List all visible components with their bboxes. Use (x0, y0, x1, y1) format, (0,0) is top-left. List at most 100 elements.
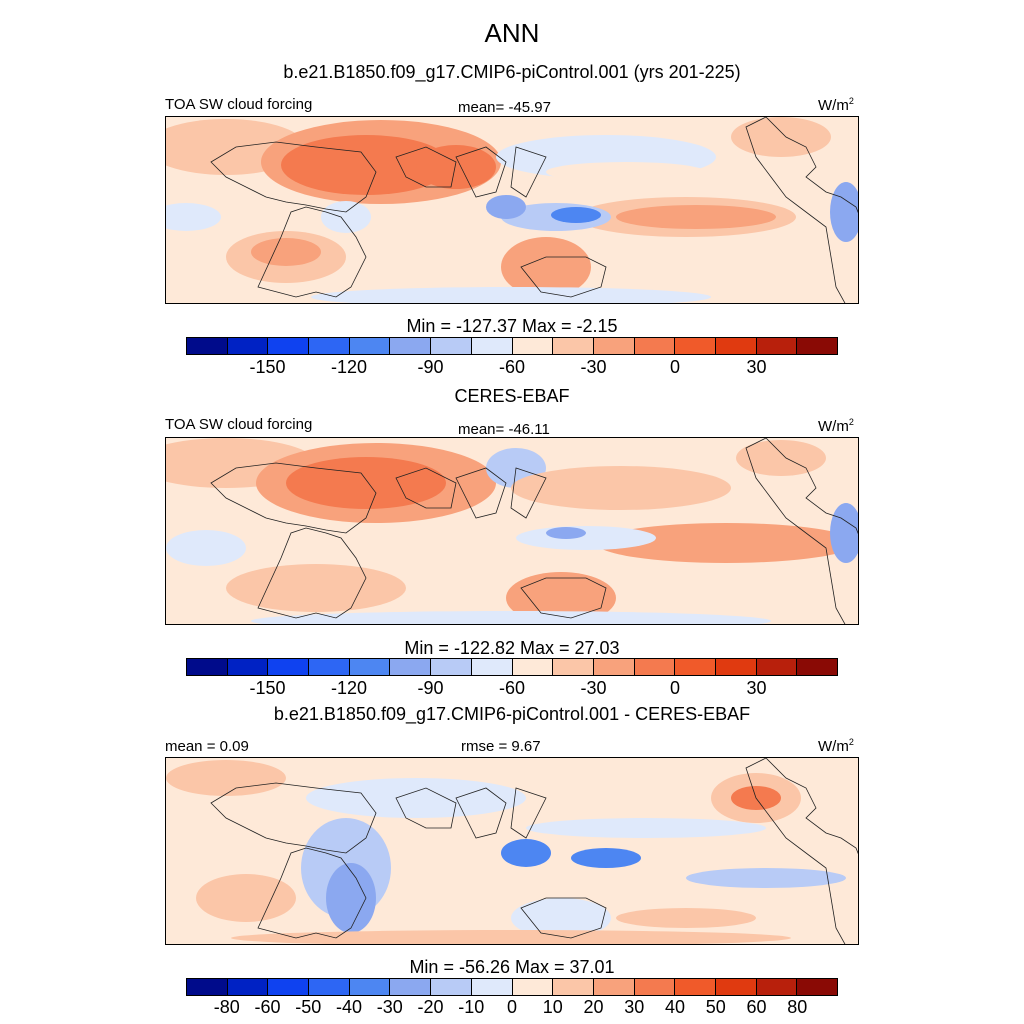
contour-region (616, 908, 756, 928)
colorbar-swatch (471, 659, 513, 675)
colorbar-swatch (675, 979, 716, 995)
panel1-colorbar (186, 337, 838, 355)
colorbar-swatch (309, 659, 350, 675)
contour-region (830, 182, 858, 242)
coastline (210, 141, 377, 213)
coastline (520, 256, 607, 298)
colorbar-tick-label: 30 (746, 678, 767, 698)
colorbar-swatch (715, 338, 757, 354)
panel1-map (165, 116, 859, 304)
contour-region (166, 760, 286, 796)
panel1-subtitle: b.e21.B1850.f09_g17.CMIP6-piControl.001 … (283, 62, 741, 82)
colorbar-swatch (309, 338, 350, 354)
map-canvas (166, 117, 858, 303)
colorbar-swatch (715, 659, 757, 675)
coastline (520, 577, 607, 619)
colorbar-tick-label: -40 (335, 997, 363, 1017)
colorbar-tick-label: -30 (580, 678, 607, 698)
contour-region (686, 868, 846, 888)
coastline (455, 467, 507, 519)
colorbar-tick-label: -60 (254, 997, 281, 1017)
colorbar-swatch (431, 338, 472, 354)
panel3-subtitle: b.e21.B1850.f09_g17.CMIP6-piControl.001 … (273, 704, 751, 724)
contour-region (321, 201, 371, 233)
colorbar-tick-label: 30 (746, 357, 767, 377)
map-canvas (166, 758, 858, 944)
colorbar-swatch (471, 979, 513, 995)
contour-region (196, 874, 296, 922)
coastline (210, 782, 377, 854)
panel3-mean-label: mean = 0.09 (165, 738, 249, 755)
colorbar-swatch (797, 659, 837, 675)
colorbar-swatch (634, 338, 676, 354)
colorbar-tick-label: 60 (746, 997, 767, 1017)
contour-region (231, 930, 791, 944)
coastline (510, 146, 547, 198)
colorbar-swatch (797, 338, 837, 354)
contour-region (546, 527, 586, 539)
colorbar-tick-label: -10 (458, 997, 485, 1017)
colorbar-swatch (390, 979, 432, 995)
contour-region (830, 503, 858, 563)
colorbar-swatch (309, 979, 350, 995)
coastline (257, 847, 367, 939)
colorbar-swatch (797, 979, 837, 995)
colorbar-swatch (553, 979, 594, 995)
contour-region (326, 863, 376, 933)
colorbar-swatch (227, 979, 269, 995)
contour-region (311, 287, 711, 303)
coastline (745, 758, 858, 944)
panel3-rmse-label: rmse = 9.67 (461, 738, 541, 755)
colorbar-swatch (593, 338, 635, 354)
colorbar-swatch (390, 338, 432, 354)
panel2-colorbar (186, 658, 838, 676)
colorbar-swatch (187, 338, 228, 354)
contour-region (526, 818, 766, 838)
colorbar-tick-label: 80 (787, 997, 808, 1017)
contour-region (616, 205, 776, 229)
colorbar-swatch (715, 979, 757, 995)
colorbar-swatch (634, 659, 676, 675)
colorbar-tick-label: -30 (580, 357, 607, 377)
panel2-field-label: TOA SW cloud forcing (165, 416, 313, 433)
coastline (510, 787, 547, 839)
panel3-units: W/m2 (818, 737, 854, 755)
contour-region (596, 523, 856, 563)
colorbar-swatch (349, 338, 391, 354)
colorbar-swatch (756, 338, 798, 354)
colorbar-tick-label: 30 (624, 997, 645, 1017)
contour-region (511, 898, 611, 938)
colorbar-tick-label: -50 (295, 997, 322, 1017)
panel2-mean-label: mean= -46.11 (458, 421, 550, 438)
map-canvas (166, 438, 858, 624)
coastline (745, 438, 858, 624)
contour-region (166, 203, 221, 231)
panel3-colorbar (186, 978, 838, 996)
panel1-field-label: TOA SW cloud forcing (165, 96, 313, 113)
colorbar-tick-label: 0 (669, 357, 681, 377)
coastline (520, 897, 607, 939)
colorbar-swatch (512, 979, 554, 995)
page-title: ANN (484, 18, 540, 48)
colorbar-swatch (187, 979, 228, 995)
colorbar-swatch (187, 659, 228, 675)
coastline (455, 146, 507, 198)
colorbar-tick-label: -80 (213, 997, 240, 1017)
contour-region (501, 839, 551, 867)
colorbar-tick-label: -60 (498, 357, 526, 377)
colorbar-tick-label: -60 (498, 678, 526, 698)
colorbar-tick-label: -150 (249, 678, 286, 698)
colorbar-tick-label: 50 (705, 997, 726, 1017)
contour-region (516, 526, 656, 550)
coastline (210, 462, 377, 534)
colorbar-tick-label: 0 (506, 997, 518, 1017)
colorbar-swatch (553, 338, 594, 354)
colorbar-tick-label: -90 (417, 678, 444, 698)
colorbar-swatch (512, 659, 554, 675)
contour-region (731, 117, 831, 157)
colorbar-tick-label: 0 (669, 678, 681, 698)
coastline (510, 467, 547, 519)
panel3-map (165, 757, 859, 945)
panel1-mean-label: mean= -45.97 (458, 99, 551, 116)
panel3-minmax: Min = -56.26 Max = 37.01 (409, 957, 615, 977)
